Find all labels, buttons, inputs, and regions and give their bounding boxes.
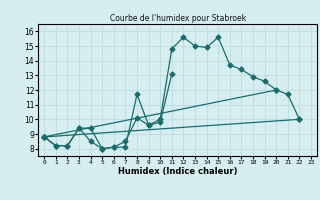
X-axis label: Humidex (Indice chaleur): Humidex (Indice chaleur) bbox=[118, 167, 237, 176]
Title: Courbe de l'humidex pour Stabroek: Courbe de l'humidex pour Stabroek bbox=[109, 14, 246, 23]
